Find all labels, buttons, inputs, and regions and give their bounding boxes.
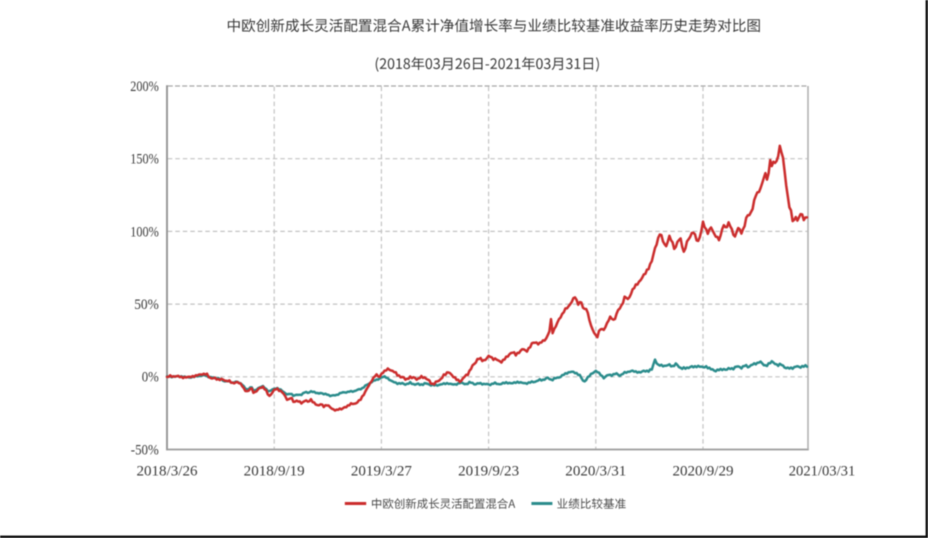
svg-text:2019/3/27: 2019/3/27 — [351, 463, 412, 479]
svg-text:0%: 0% — [142, 370, 159, 386]
svg-text:100%: 100% — [130, 224, 159, 240]
svg-text:2021/03/31: 2021/03/31 — [789, 463, 856, 479]
svg-text:2018/9/19: 2018/9/19 — [244, 463, 305, 479]
svg-text:2018/3/26: 2018/3/26 — [137, 463, 198, 479]
svg-text:2020/3/31: 2020/3/31 — [565, 463, 626, 479]
svg-text:150%: 150% — [130, 152, 159, 168]
svg-text:-50%: -50% — [131, 442, 159, 458]
svg-text:2019/9/23: 2019/9/23 — [458, 463, 519, 479]
svg-text:2020/9/29: 2020/9/29 — [673, 463, 734, 479]
svg-text:50%: 50% — [134, 297, 159, 313]
svg-text:200%: 200% — [130, 79, 159, 95]
